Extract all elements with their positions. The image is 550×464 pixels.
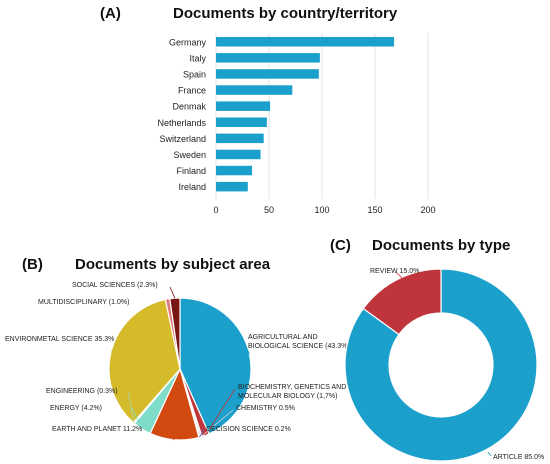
x-tick-label: 0 <box>213 205 218 215</box>
x-tick-label: 200 <box>420 205 435 215</box>
pie-label-earth: EARTH AND PLANET 11.2% <box>52 426 142 433</box>
panel-b-letter: (B) <box>22 256 43 273</box>
panel-b-title: Documents by subject area <box>75 256 271 273</box>
country-label: Finland <box>176 166 206 176</box>
bar-france <box>216 85 293 95</box>
donut-leader-lines <box>395 271 492 457</box>
country-label: Switzerland <box>159 134 206 144</box>
bar-germany <box>216 37 395 47</box>
panel-b-subject-pie-chart: (B) Documents by subject area AGRICULTUR… <box>5 256 350 441</box>
leader-line <box>243 340 250 355</box>
leader-line <box>157 428 175 441</box>
panel-a-title: Documents by country/territory <box>173 5 398 22</box>
leader-line <box>131 407 143 430</box>
donut-slice-article <box>344 268 538 462</box>
leader-line <box>199 428 205 438</box>
pie-slices <box>108 297 252 441</box>
country-label: Sweden <box>173 150 206 160</box>
country-labels: Germany Italy Spain France Denmak Netherlands… <box>157 37 206 192</box>
pie-label-biochemistry: BIOCHEMISTRY, GENETICS AND MOLECULAR BIOL… <box>238 384 346 400</box>
pie-label-multidisciplinary: MULTIDISCIPLINARY (1.0%) <box>38 299 129 306</box>
x-tick-labels: 0 50 100 150 200 <box>213 205 435 215</box>
panel-c-letter: (C) <box>330 237 351 254</box>
x-tick-label: 100 <box>314 205 329 215</box>
leader-line <box>395 271 403 279</box>
bar-italy <box>216 53 320 63</box>
pie-leader-lines <box>111 286 250 441</box>
bar-sweden <box>216 149 261 160</box>
bar-finland <box>216 165 253 176</box>
x-tick-label: 150 <box>367 205 382 215</box>
pie-label-environmental: ENVIRONMETAL SCIENCE 35.3% <box>5 336 114 343</box>
panel-a-letter: (A) <box>100 5 121 22</box>
donut-slices <box>344 268 538 462</box>
country-label: Ireland <box>178 182 206 192</box>
donut-labels: ARTICLE 85.0% REVIEW 15.0% <box>370 268 544 461</box>
bar-switzerland <box>216 133 264 144</box>
donut-slice-review <box>362 268 442 336</box>
bar-series <box>216 37 395 192</box>
leader-line <box>169 286 176 299</box>
bar-netherlands <box>216 117 267 127</box>
country-label: Italy <box>189 53 206 63</box>
country-label: France <box>178 86 206 96</box>
bar-ireland <box>216 181 248 192</box>
pie-label-decision: DECISION SCIENCE 0.2% <box>206 426 291 433</box>
donut-label-review: REVIEW 15.0% <box>370 268 419 275</box>
leader-line <box>487 451 492 457</box>
leader-line <box>127 390 135 424</box>
bar-spain <box>216 69 319 79</box>
leader-line <box>205 388 236 436</box>
pie-label-energy: ENERGY (4.2%) <box>50 405 102 412</box>
pie-label-chemistry: CHEMISTRY 0.5% <box>236 405 295 412</box>
leader-line <box>111 340 139 352</box>
pie-labels: AGRICULTURAL AND BIOLOGICAL SCIENCE (43.3… <box>5 282 350 433</box>
pie-label-social: SOCIAL SCIENCES (2.3%) <box>72 282 158 289</box>
panel-c-type-donut-chart: (C) Documents by type ARTICLE 85.0% REVIE… <box>330 237 544 462</box>
x-tick-label: 50 <box>264 205 274 215</box>
donut-label-article: ARTICLE 85.0% <box>493 454 544 461</box>
panel-c-title: Documents by type <box>372 237 510 254</box>
panel-a-country-bar-chart: (A) Documents by country/territory Germa… <box>100 5 436 215</box>
country-label: Germany <box>169 37 207 47</box>
pie-label-agricultural: AGRICULTURAL AND BIOLOGICAL SCIENCE (43.3… <box>248 334 350 350</box>
bar-denmak <box>216 101 271 111</box>
pie-label-engineering: ENGINEERING (0.3%) <box>46 388 118 395</box>
country-label: Denmak <box>172 102 206 112</box>
leader-line <box>200 409 234 438</box>
country-label: Spain <box>183 69 206 79</box>
country-label: Netherlands <box>157 118 206 128</box>
